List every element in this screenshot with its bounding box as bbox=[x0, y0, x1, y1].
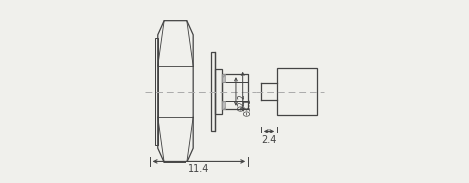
Text: Θ2.2: Θ2.2 bbox=[237, 93, 246, 111]
Bar bbox=[211, 53, 215, 130]
Text: Θ3.1: Θ3.1 bbox=[244, 98, 253, 116]
Bar bbox=[277, 68, 317, 115]
Text: 11.4: 11.4 bbox=[189, 164, 210, 174]
Bar bbox=[155, 38, 158, 145]
Bar bbox=[222, 74, 225, 82]
Bar bbox=[215, 69, 222, 114]
Text: 2.4: 2.4 bbox=[261, 135, 277, 145]
Bar bbox=[222, 101, 225, 109]
Bar bbox=[222, 74, 248, 109]
